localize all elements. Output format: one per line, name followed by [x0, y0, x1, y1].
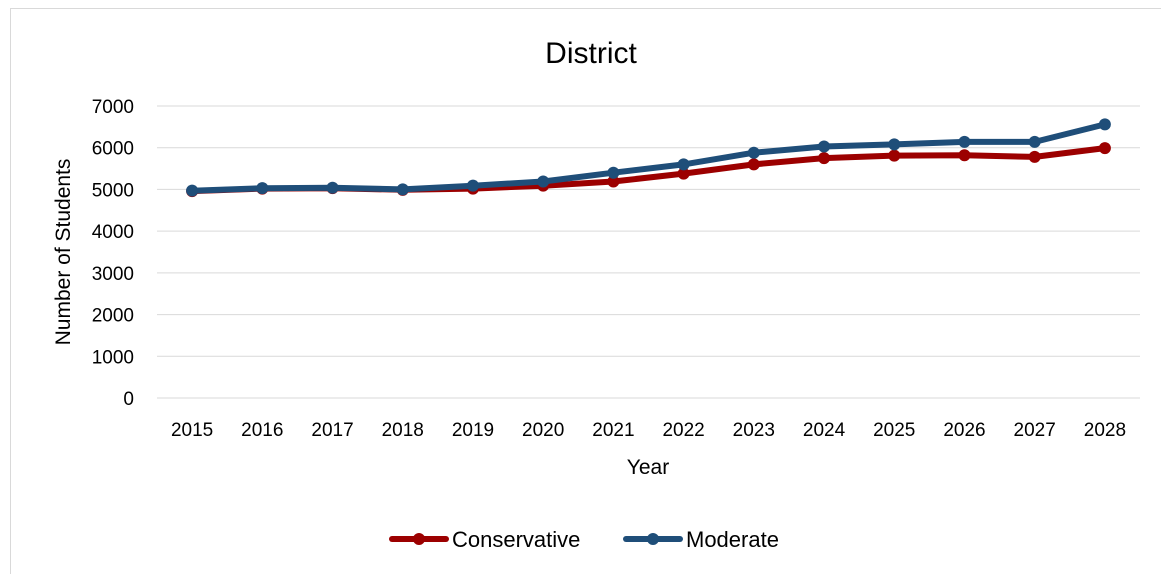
legend-item-conservative: Conservative [389, 527, 580, 552]
data-point [888, 138, 901, 151]
series-line [189, 121, 1108, 194]
x-tick-label: 2026 [943, 420, 985, 441]
y-axis-title: Number of Students [52, 159, 75, 346]
data-point [607, 166, 620, 179]
data-point [958, 135, 971, 148]
x-tick-label: 2028 [1084, 420, 1126, 441]
x-axis-ticks: 2015 2016 2017 2018 2019 2020 2021 2022 2023 2024… [171, 420, 1126, 441]
data-point [537, 175, 550, 188]
data-point [888, 149, 901, 162]
gridlines [157, 105, 1140, 399]
x-tick-label: 2016 [241, 420, 283, 441]
y-tick-label: 1000 [92, 347, 134, 368]
legend: Conservative Moderate [389, 527, 779, 552]
data-point [186, 184, 199, 197]
data-point [958, 149, 971, 162]
legend-swatch-marker [413, 533, 425, 545]
data-point [1098, 142, 1111, 155]
data-point [818, 140, 831, 153]
data-point [677, 167, 690, 180]
x-tick-label: 2027 [1014, 420, 1056, 441]
legend-label: Conservative [452, 527, 580, 552]
x-tick-label: 2022 [662, 420, 704, 441]
x-tick-label: 2018 [382, 420, 424, 441]
legend-item-moderate: Moderate [623, 527, 779, 552]
data-point [466, 179, 479, 192]
x-axis-title: Year [627, 456, 669, 479]
legend-swatch-marker [647, 533, 659, 545]
data-point [256, 182, 269, 195]
x-tick-label: 2023 [733, 420, 775, 441]
data-point [747, 146, 760, 159]
data-point [396, 183, 409, 196]
x-tick-label: 2015 [171, 420, 213, 441]
y-tick-label: 6000 [92, 139, 134, 160]
x-tick-label: 2025 [873, 420, 915, 441]
data-point [818, 152, 831, 165]
chart-title: District [545, 37, 637, 70]
data-point [677, 158, 690, 171]
y-tick-label: 0 [123, 389, 134, 410]
x-tick-label: 2021 [592, 420, 634, 441]
data-point [326, 181, 339, 194]
x-tick-label: 2024 [803, 420, 846, 441]
data-point [1028, 150, 1041, 163]
legend-label: Moderate [686, 527, 779, 552]
x-tick-label: 2017 [311, 420, 353, 441]
chart-frame [10, 8, 1161, 574]
data-point [747, 158, 760, 171]
data-point [607, 175, 620, 188]
series-moderate [186, 118, 1111, 197]
x-tick-label: 2020 [522, 420, 564, 441]
y-axis-ticks: 0 1000 2000 3000 4000 5000 6000 7000 [92, 97, 134, 410]
y-tick-label: 3000 [92, 264, 134, 285]
y-tick-label: 5000 [92, 180, 134, 201]
data-point [1098, 118, 1111, 131]
y-tick-label: 4000 [92, 222, 134, 243]
y-tick-label: 7000 [92, 97, 134, 118]
series-layer [186, 118, 1111, 198]
data-point [1028, 135, 1041, 148]
y-tick-label: 2000 [92, 306, 134, 327]
x-tick-label: 2019 [452, 420, 494, 441]
